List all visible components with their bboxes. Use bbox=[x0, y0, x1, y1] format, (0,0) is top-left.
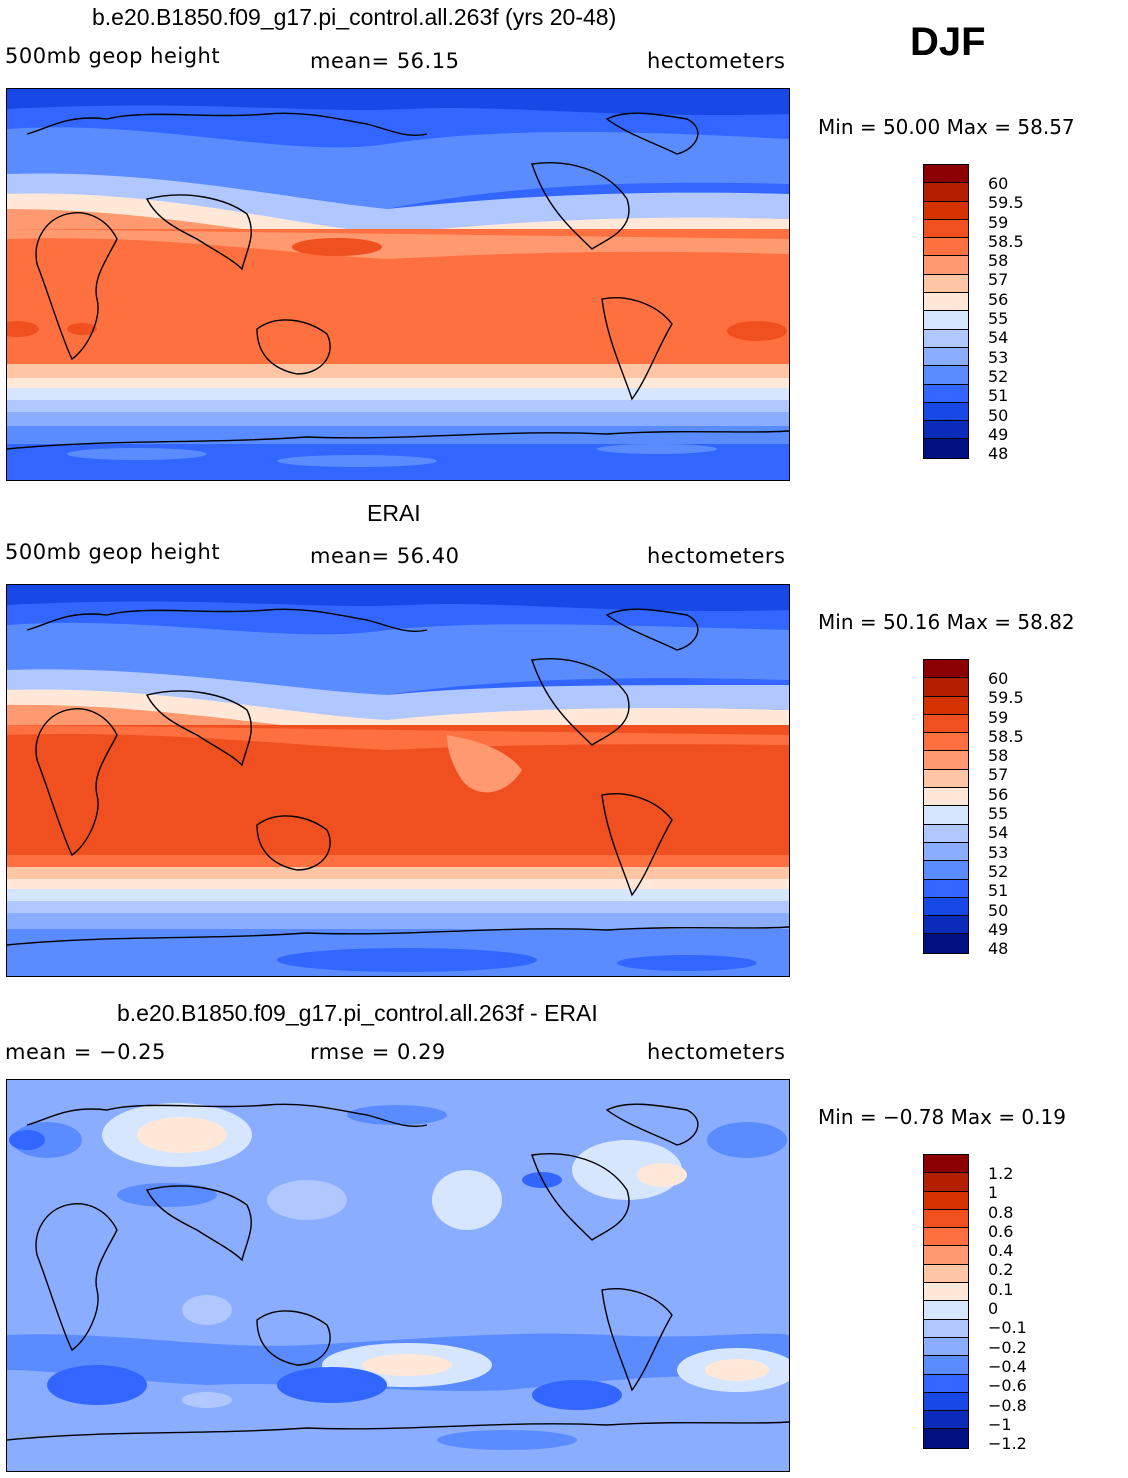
cbar2-tick: 50 bbox=[988, 900, 1009, 920]
cbar3-tick: 0.6 bbox=[988, 1221, 1014, 1241]
cbar1-tick: 51 bbox=[988, 386, 1009, 406]
cbar1-tick: 58 bbox=[988, 251, 1009, 271]
cbar2-tick: 55 bbox=[988, 804, 1009, 824]
cbar3-tick: 0.2 bbox=[988, 1260, 1014, 1280]
cbar2-tick: 53 bbox=[988, 842, 1009, 862]
cbar1-tick: 50 bbox=[988, 405, 1009, 425]
panel3-minmax: Min = −0.78 Max = 0.19 bbox=[818, 1105, 1066, 1129]
cbar3-tick: −1.2 bbox=[988, 1434, 1027, 1454]
panel1-minmax: Min = 50.00 Max = 58.57 bbox=[818, 115, 1075, 139]
panel1-map bbox=[6, 88, 790, 481]
panel2-units-label: hectometers bbox=[647, 544, 786, 568]
cbar3-tick: 0.4 bbox=[988, 1241, 1014, 1261]
cbar1-tick: 58.5 bbox=[988, 231, 1024, 251]
panel1-max-pacific bbox=[292, 238, 382, 256]
panel2-colorbar-labels: 60 59.5 59 58.5 58 57 56 55 54 53 52 51 … bbox=[988, 669, 1024, 958]
cbar1-tick: 57 bbox=[988, 270, 1009, 290]
cbar1-tick: 60 bbox=[988, 174, 1009, 193]
panel1-mean-label: mean= 56.15 bbox=[310, 49, 460, 73]
cbar2-tick: 52 bbox=[988, 861, 1009, 881]
panel2-colorbar bbox=[923, 659, 969, 954]
cbar1-tick: 55 bbox=[988, 309, 1009, 329]
cbar2-tick: 59 bbox=[988, 707, 1009, 727]
cbar1-tick: 53 bbox=[988, 347, 1009, 367]
cbar3-tick: 1 bbox=[988, 1183, 999, 1203]
cbar3-tick: −0.4 bbox=[988, 1356, 1027, 1376]
cbar2-tick: 58.5 bbox=[988, 726, 1024, 746]
cbar1-tick: 59 bbox=[988, 212, 1009, 232]
cbar2-tick: 60 bbox=[988, 669, 1009, 688]
panel2-map bbox=[6, 584, 790, 977]
panel3-mean-label: mean = −0.25 bbox=[5, 1040, 166, 1064]
panel2-minmax: Min = 50.16 Max = 58.82 bbox=[818, 610, 1075, 634]
panel1-colorbar bbox=[923, 164, 969, 459]
cbar3-tick: 0.8 bbox=[988, 1202, 1014, 1222]
cbar2-tick: 59.5 bbox=[988, 688, 1024, 708]
panel3-pos-nz bbox=[362, 1354, 452, 1376]
cbar1-tick: 48 bbox=[988, 444, 1009, 464]
cbar2-tick: 48 bbox=[988, 939, 1009, 959]
panel2-title: ERAI bbox=[367, 500, 421, 526]
panel3-coastlines bbox=[7, 1103, 789, 1441]
panel3-pos-siberia bbox=[137, 1117, 227, 1153]
cbar3-tick: −0.1 bbox=[988, 1318, 1027, 1338]
panel1-title: b.e20.B1850.f09_g17.pi_control.all.263f … bbox=[92, 4, 617, 30]
cbar2-tick: 54 bbox=[988, 823, 1009, 843]
cbar1-tick: 59.5 bbox=[988, 193, 1024, 213]
cbar3-tick: 0.1 bbox=[988, 1279, 1014, 1299]
cbar3-tick: 1.2 bbox=[988, 1164, 1014, 1183]
panel2-coastlines bbox=[7, 608, 789, 946]
panel1-units-label: hectometers bbox=[647, 49, 786, 73]
panel1-left-label: 500mb geop height bbox=[5, 44, 221, 68]
cbar2-tick: 56 bbox=[988, 784, 1009, 804]
panel1-band-54 bbox=[7, 173, 789, 239]
cbar1-tick: 52 bbox=[988, 366, 1009, 386]
panel3-colorbar bbox=[923, 1154, 969, 1449]
panel1-colorbar-labels: 60 59.5 59 58.5 58 57 56 55 54 53 52 51 … bbox=[988, 174, 1024, 463]
panel3-units-label: hectometers bbox=[647, 1040, 786, 1064]
cbar1-tick: 54 bbox=[988, 328, 1009, 348]
cbar2-tick: 57 bbox=[988, 765, 1009, 785]
panel3-rmse-label: rmse = 0.29 bbox=[310, 1040, 446, 1064]
cbar3-tick: 0 bbox=[988, 1299, 999, 1319]
cbar2-tick: 51 bbox=[988, 881, 1009, 901]
panel3-pos-sepacific bbox=[705, 1359, 769, 1381]
panel3-title: b.e20.B1850.f09_g17.pi_control.all.263f … bbox=[117, 1000, 598, 1026]
cbar1-tick: 49 bbox=[988, 424, 1009, 444]
cbar3-tick: −1 bbox=[988, 1414, 1012, 1434]
cbar3-tick: −0.2 bbox=[988, 1337, 1027, 1357]
cbar2-tick: 58 bbox=[988, 746, 1009, 766]
panel1-coastlines bbox=[7, 112, 789, 450]
cbar3-tick: −0.6 bbox=[988, 1376, 1027, 1396]
panel3-colorbar-labels: 1.2 1 0.8 0.6 0.4 0.2 0.1 0 −0.1 −0.2 −0… bbox=[988, 1164, 1027, 1453]
panel2-left-label: 500mb geop height bbox=[5, 540, 221, 564]
cbar3-tick: −0.8 bbox=[988, 1395, 1027, 1415]
cbar1-tick: 56 bbox=[988, 289, 1009, 309]
season-label: DJF bbox=[910, 20, 986, 64]
panel3-map bbox=[6, 1079, 790, 1472]
panel2-mean-label: mean= 56.40 bbox=[310, 544, 460, 568]
panel3-pos-atlantic bbox=[637, 1163, 687, 1187]
cbar2-tick: 49 bbox=[988, 919, 1009, 939]
